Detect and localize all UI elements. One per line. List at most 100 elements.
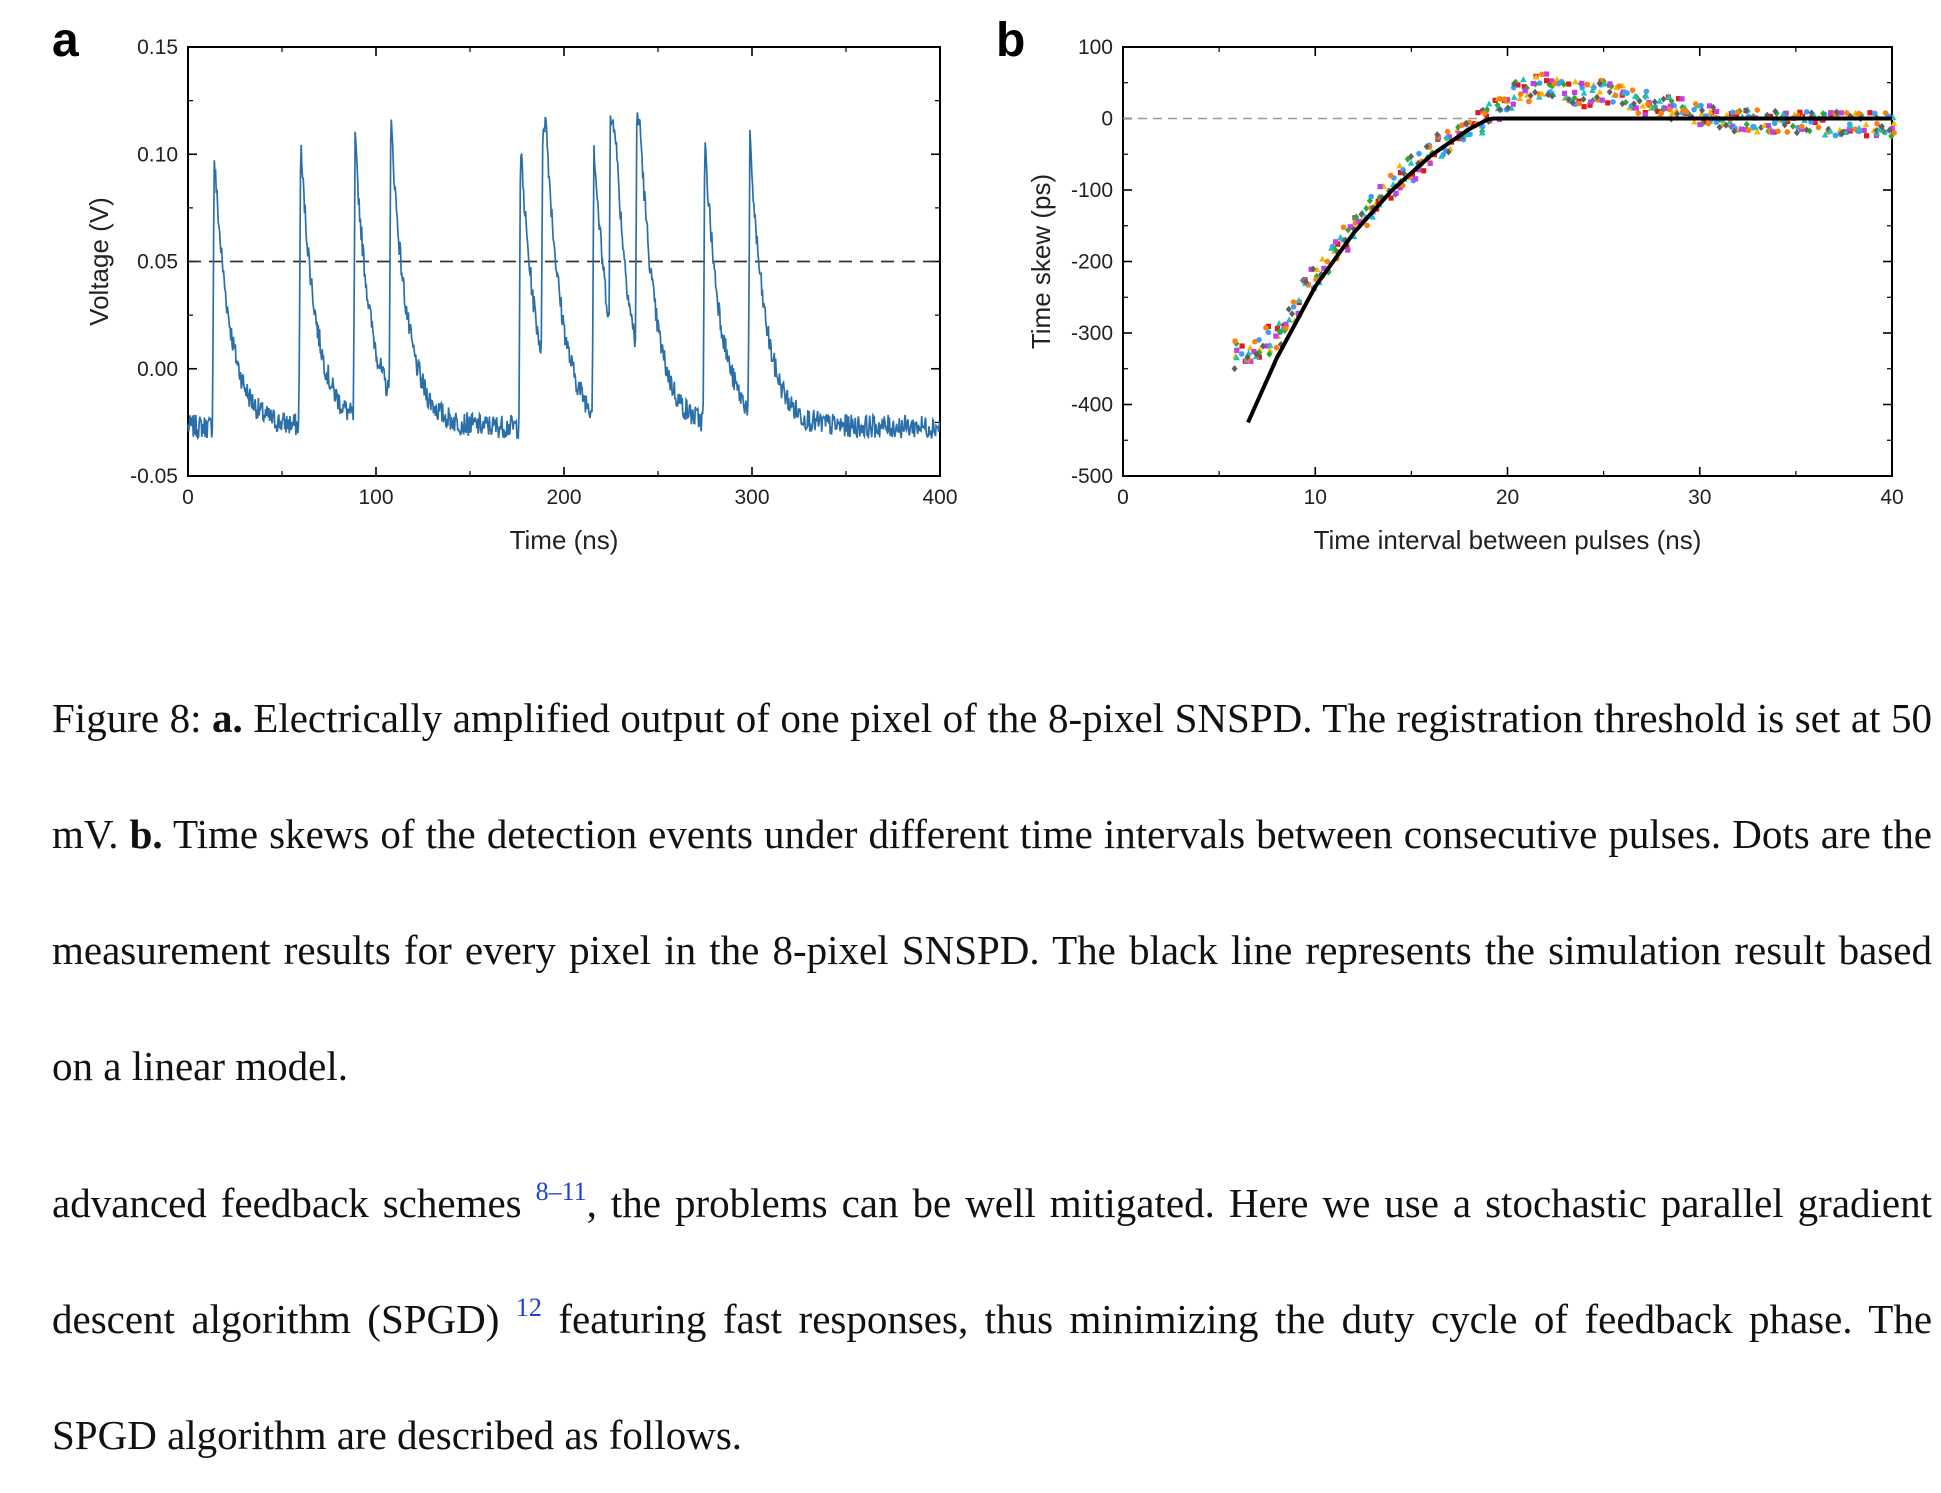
data-point bbox=[1463, 119, 1470, 127]
data-point bbox=[1674, 110, 1681, 118]
citation-link-8-11[interactable]: 8–11 bbox=[535, 1177, 587, 1206]
data-point bbox=[1285, 316, 1293, 323]
data-point bbox=[1397, 170, 1404, 176]
data-point bbox=[1676, 96, 1682, 102]
data-point bbox=[1539, 71, 1545, 78]
data-point bbox=[1273, 344, 1280, 351]
data-point bbox=[1256, 354, 1262, 360]
y-tick-label: -300 bbox=[1071, 322, 1113, 345]
data-point bbox=[1549, 78, 1555, 84]
data-point bbox=[1667, 103, 1674, 109]
data-point bbox=[1321, 265, 1327, 272]
data-point bbox=[1532, 88, 1539, 96]
data-point bbox=[1470, 121, 1476, 127]
data-point bbox=[1789, 122, 1796, 130]
data-point bbox=[1610, 99, 1616, 105]
caption-figure-label: Figure 8: bbox=[52, 695, 202, 741]
data-point bbox=[1743, 107, 1750, 115]
data-point bbox=[1265, 329, 1272, 336]
data-point bbox=[1569, 99, 1576, 107]
data-point bbox=[1655, 108, 1661, 115]
data-point bbox=[1607, 81, 1613, 87]
data-point bbox=[1820, 110, 1827, 118]
figure-8: a 0 100 200 300 400-0.050.000.050.100.15Time… bbox=[52, 14, 1904, 555]
x-tick-label: 300 bbox=[734, 486, 769, 509]
data-point bbox=[1238, 351, 1245, 357]
data-point bbox=[1275, 320, 1283, 327]
citation-link-12[interactable]: 12 bbox=[515, 1293, 542, 1322]
x-tick-label: 10 bbox=[1304, 486, 1327, 509]
data-point bbox=[1347, 224, 1353, 230]
data-point bbox=[1369, 213, 1376, 220]
data-point bbox=[1693, 101, 1699, 107]
data-point bbox=[1251, 348, 1257, 355]
caption-b-label: b. bbox=[129, 811, 163, 857]
data-point bbox=[1274, 326, 1281, 332]
panel-label-a: a bbox=[52, 14, 79, 67]
data-point bbox=[1337, 233, 1344, 241]
data-point bbox=[1844, 110, 1850, 116]
data-point bbox=[1510, 84, 1517, 91]
data-point bbox=[1584, 81, 1590, 88]
data-point bbox=[1620, 89, 1628, 96]
data-point bbox=[1416, 150, 1422, 157]
data-point bbox=[1234, 347, 1240, 353]
data-point bbox=[1290, 299, 1297, 305]
data-point bbox=[1847, 122, 1854, 129]
data-point bbox=[1445, 148, 1452, 156]
panel-a-chart: 0 100 200 300 400 -0.05 0.00 0.05 0.10 0.15 Time (… bbox=[84, 36, 958, 555]
data-point bbox=[1886, 126, 1893, 134]
data-point bbox=[1683, 108, 1690, 115]
data-point bbox=[1576, 100, 1582, 107]
x-tick-label: 20 bbox=[1496, 486, 1519, 509]
panel-label-b: b bbox=[996, 14, 1025, 67]
data-point bbox=[1738, 126, 1744, 132]
data-point bbox=[1723, 111, 1730, 118]
panel-b-chart: 0 10 20 30 40 -500 -400 -300 -200 -100 0 100 Time in… bbox=[1026, 36, 1904, 555]
data-point bbox=[1282, 325, 1289, 332]
data-point bbox=[1599, 97, 1605, 103]
data-point bbox=[1706, 108, 1714, 115]
data-point bbox=[1783, 110, 1789, 116]
data-point bbox=[1779, 110, 1787, 117]
data-point bbox=[1356, 219, 1362, 225]
y-tick-label: 0 bbox=[1101, 108, 1113, 131]
data-point bbox=[1475, 110, 1481, 116]
data-point bbox=[1832, 132, 1839, 139]
data-point bbox=[1828, 110, 1834, 116]
data-point bbox=[1580, 89, 1588, 96]
data-point bbox=[1765, 123, 1772, 129]
y-tick-label: -500 bbox=[1071, 465, 1113, 488]
data-point bbox=[1332, 239, 1339, 245]
data-point bbox=[1501, 96, 1508, 102]
data-point bbox=[1781, 121, 1788, 129]
data-point bbox=[1821, 131, 1829, 138]
data-point bbox=[1532, 73, 1540, 80]
y-axis-title: Time skew (ps) bbox=[1026, 174, 1056, 349]
data-point bbox=[1252, 338, 1258, 345]
data-point bbox=[1616, 83, 1623, 90]
data-point bbox=[1705, 120, 1712, 127]
data-point bbox=[1874, 120, 1880, 127]
data-point bbox=[1434, 131, 1441, 139]
data-point bbox=[1363, 204, 1370, 212]
data-point bbox=[1743, 120, 1750, 128]
data-point bbox=[1891, 130, 1897, 136]
data-point bbox=[1863, 133, 1870, 139]
body-paragraph: advanced feedback schemes 8–11, the prob… bbox=[52, 1145, 1932, 1493]
data-point bbox=[1377, 184, 1383, 190]
data-point bbox=[1803, 126, 1810, 134]
data-point bbox=[1515, 82, 1521, 88]
data-point bbox=[1253, 350, 1260, 358]
data-point bbox=[1716, 123, 1723, 131]
data-point bbox=[1310, 265, 1317, 273]
data-point bbox=[1873, 127, 1880, 135]
y-tick-label: 0.05 bbox=[137, 251, 178, 274]
data-point bbox=[1734, 109, 1741, 115]
data-point bbox=[1772, 107, 1779, 115]
data-point bbox=[1295, 310, 1301, 316]
data-point bbox=[1393, 190, 1399, 197]
data-point bbox=[1838, 130, 1845, 138]
data-point bbox=[1259, 342, 1266, 350]
x-tick-label: 0 bbox=[182, 486, 194, 509]
